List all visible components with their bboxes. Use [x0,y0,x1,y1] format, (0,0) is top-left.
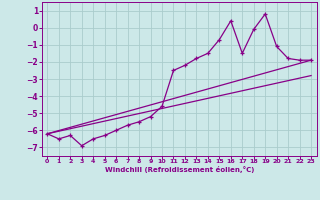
X-axis label: Windchill (Refroidissement éolien,°C): Windchill (Refroidissement éolien,°C) [105,166,254,173]
